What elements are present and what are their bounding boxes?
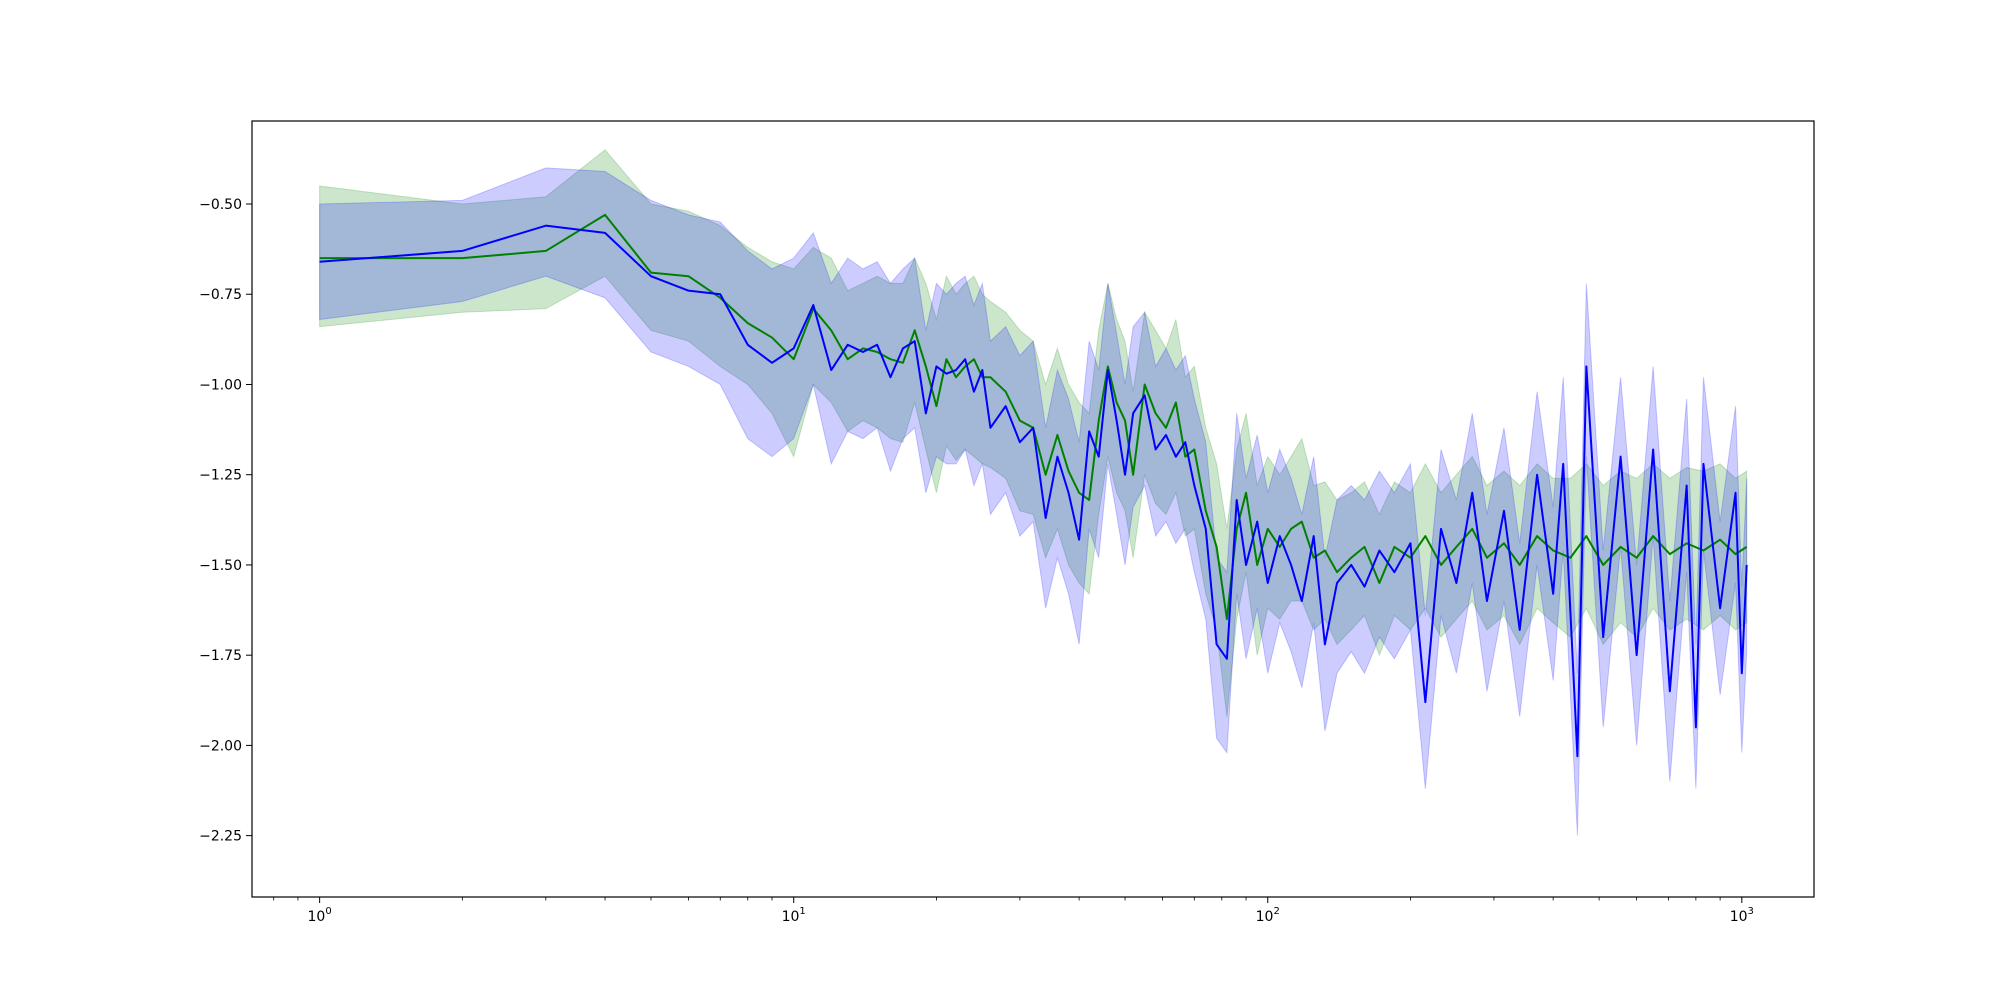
axes-frame <box>251 120 1815 898</box>
x-tick-label: 100 <box>308 906 332 925</box>
y-tick-label: −1.25 <box>199 468 242 484</box>
x-tick-label: 101 <box>782 906 806 925</box>
y-tick-label: −0.50 <box>199 197 242 213</box>
series-lines <box>319 213 1748 758</box>
x-axis: 100 101 102 103 <box>273 897 1754 925</box>
x-tick-label: 103 <box>1730 906 1754 925</box>
series-1-line <box>319 213 1748 621</box>
y-tick-label: −0.75 <box>199 287 242 303</box>
y-tick-label: −1.75 <box>199 648 242 664</box>
y-tick-label: −2.00 <box>199 738 242 754</box>
y-tick-label: −1.50 <box>199 558 242 574</box>
series-2-band <box>319 167 1748 836</box>
y-tick-label: −2.25 <box>199 829 242 845</box>
x-tick-label: 102 <box>1256 906 1280 925</box>
y-tick-label: −1.00 <box>199 377 242 393</box>
y-axis: −0.50 −0.75 −1.00 −1.25 −1.50 −1.75 −2.00 −2.25 <box>199 197 252 845</box>
series-2-line <box>319 224 1748 758</box>
